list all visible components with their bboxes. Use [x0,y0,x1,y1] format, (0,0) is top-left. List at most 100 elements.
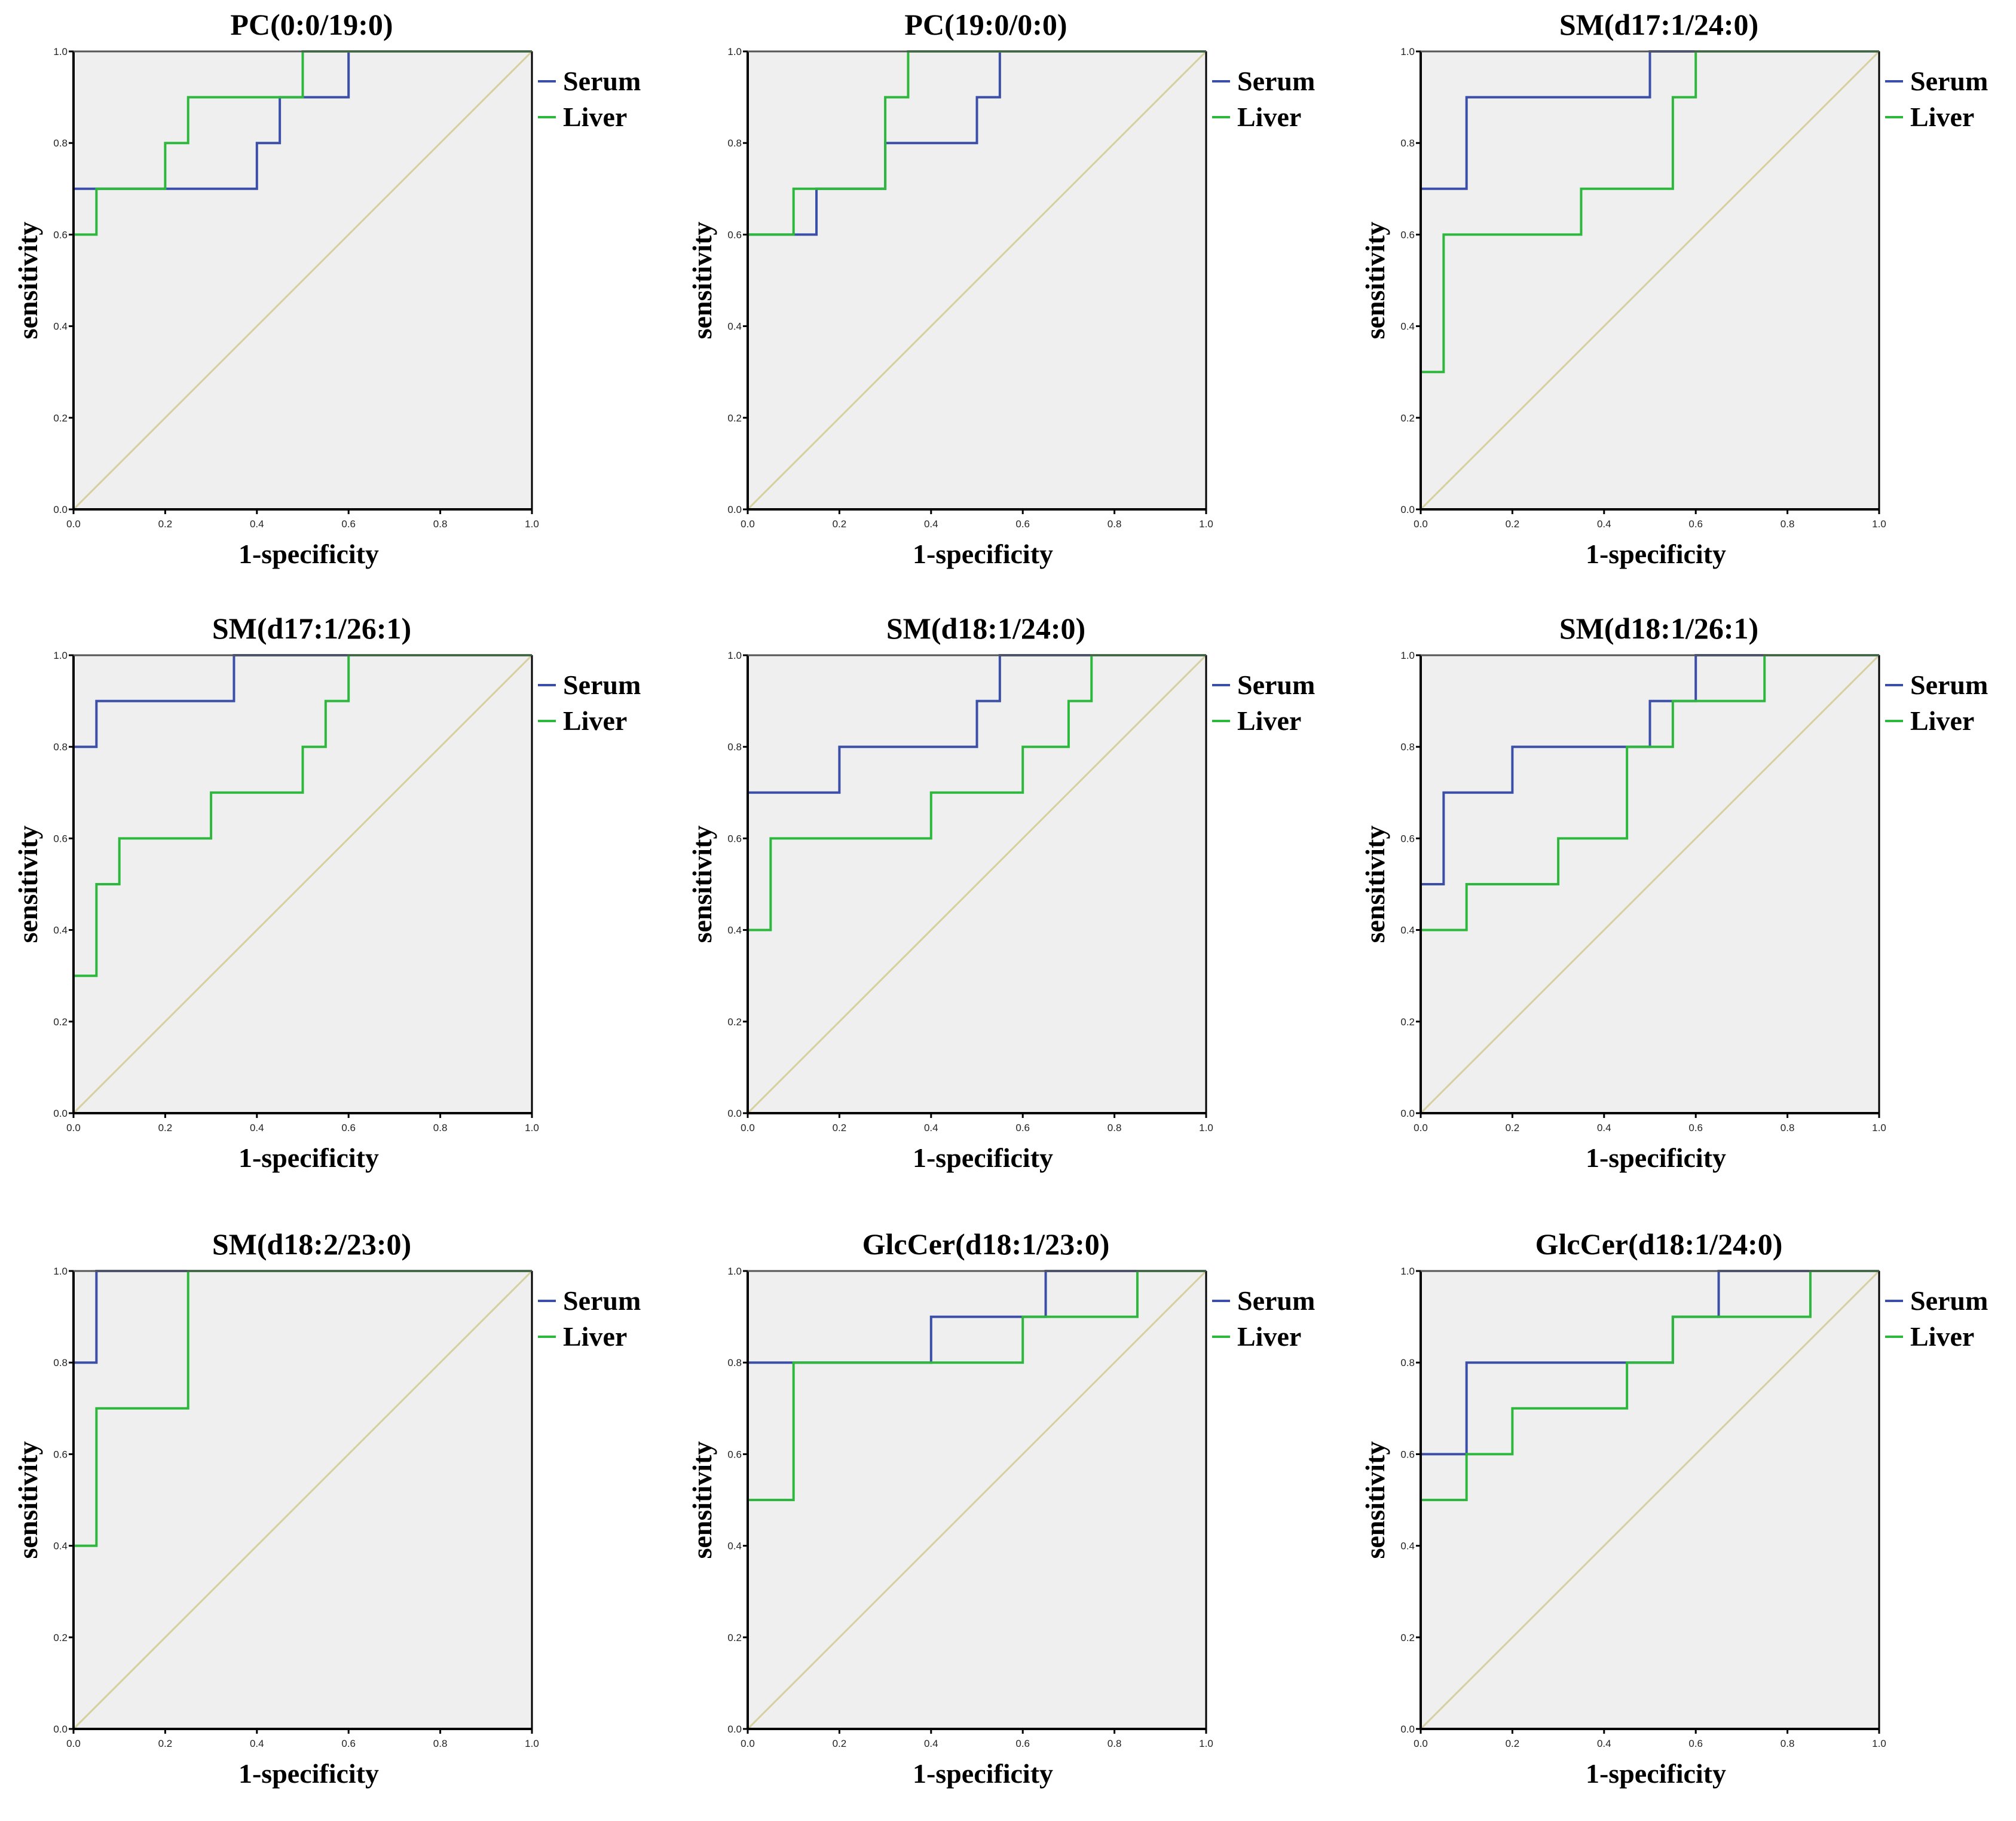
x-tick-label: 0.6 [1015,1122,1030,1133]
x-axis-label: 1-specificity [913,539,1053,569]
y-tick-label: 0.0 [727,1108,742,1119]
roc-panel: 0.0 0.2 0.4 0.6 0.8 1.0 0.0 0.2 0.4 0.6 0.8 1.0 SM(d… [1347,0,2016,601]
chart-title: GlcCer(d18:1/24:0) [1535,1227,1783,1261]
x-axis-label: 1-specificity [1586,539,1726,569]
y-tick-label: 0.4 [1400,1541,1415,1552]
roc-chart: 0.0 0.2 0.4 0.6 0.8 1.0 0.0 0.2 0.4 0.6 0.8 1.0 GlcC… [687,1227,1315,1789]
x-tick-label: 0.2 [158,518,173,530]
roc-chart: 0.0 0.2 0.4 0.6 0.8 1.0 0.0 0.2 0.4 0.6 0.8 1.0 PC(0… [13,8,641,569]
x-tick-label: 0.0 [741,1122,755,1133]
chart-title: PC(19:0/0:0) [904,8,1067,41]
y-tick-label: 0.0 [1400,1724,1415,1735]
legend-label-serum: Serum [1910,670,1988,700]
y-tick-label: 0.8 [1400,1357,1415,1368]
y-tick-label: 1.0 [53,650,68,661]
roc-panel: 0.0 0.2 0.4 0.6 0.8 1.0 0.0 0.2 0.4 0.6 0.8 1.0 SM(d… [0,1220,672,1821]
roc-chart: 0.0 0.2 0.4 0.6 0.8 1.0 0.0 0.2 0.4 0.6 0.8 1.0 SM(d… [13,1227,641,1789]
y-tick-label: 0.8 [727,138,742,149]
y-tick-label: 0.8 [727,741,742,753]
x-tick-label: 0.8 [1781,1122,1795,1133]
x-tick-label: 1.0 [525,1738,539,1749]
x-tick-label: 0.8 [1781,1738,1795,1749]
x-tick-label: 0.4 [250,518,264,530]
legend-label-serum: Serum [1237,670,1315,700]
y-tick-label: 0.6 [727,833,742,844]
x-tick-label: 0.6 [341,1122,356,1133]
y-tick-label: 0.2 [727,1016,742,1028]
x-tick-label: 0.2 [1506,1738,1520,1749]
roc-chart: 0.0 0.2 0.4 0.6 0.8 1.0 0.0 0.2 0.4 0.6 0.8 1.0 GlcC… [1360,1227,1988,1789]
y-tick-label: 0.6 [53,833,68,844]
x-tick-label: 0.2 [833,518,847,530]
legend-label-liver: Liver [563,705,627,736]
chart-title: GlcCer(d18:1/23:0) [862,1227,1110,1261]
x-tick-label: 1.0 [1872,1122,1886,1133]
y-tick-label: 0.8 [1400,138,1415,149]
x-tick-label: 0.4 [924,1122,938,1133]
y-tick-label: 0.2 [1400,1632,1415,1643]
legend-label-liver: Liver [1910,1321,1974,1352]
y-tick-label: 0.2 [1400,1016,1415,1028]
reference-diagonal [72,50,533,511]
y-tick-label: 1.0 [1400,650,1415,661]
roc-curve-liver [747,50,1206,509]
x-tick-label: 0.8 [1108,1738,1122,1749]
roc-chart: 0.0 0.2 0.4 0.6 0.8 1.0 0.0 0.2 0.4 0.6 0.8 1.0 PC(1… [687,8,1315,569]
x-tick-label: 0.4 [250,1738,264,1749]
x-tick-label: 0.8 [1781,518,1795,530]
y-tick-label: 1.0 [727,1266,742,1277]
x-tick-label: 0.2 [833,1122,847,1133]
chart-title: PC(0:0/19:0) [230,8,393,41]
x-tick-label: 0.2 [158,1122,173,1133]
x-tick-label: 0.0 [66,1122,81,1133]
y-tick-label: 0.8 [1400,741,1415,753]
y-tick-label: 0.4 [53,321,68,332]
x-tick-label: 1.0 [1199,518,1213,530]
y-axis-label: sensitivity [13,1441,43,1559]
y-axis-label: sensitivity [1360,222,1390,340]
y-tick-label: 0.6 [53,229,68,240]
x-tick-label: 0.0 [741,1738,755,1749]
y-tick-label: 0.6 [727,1449,742,1460]
reference-diagonal [747,50,1207,511]
x-tick-label: 0.4 [924,518,938,530]
y-tick-label: 0.0 [727,1724,742,1735]
x-tick-label: 1.0 [1199,1122,1213,1133]
y-axis-label: sensitivity [687,222,717,340]
roc-curve-liver [747,1270,1206,1729]
x-tick-label: 0.0 [1414,1122,1428,1133]
roc-curve-serum [1420,654,1879,1113]
y-tick-label: 0.4 [53,1541,68,1552]
roc-panel: 0.0 0.2 0.4 0.6 0.8 1.0 0.0 0.2 0.4 0.6 0.8 1.0 SM(d… [0,604,672,1205]
y-tick-label: 1.0 [727,46,742,57]
x-tick-label: 0.2 [1506,1122,1520,1133]
y-tick-label: 1.0 [53,46,68,57]
y-tick-label: 0.4 [727,321,742,332]
legend-label-liver: Liver [1910,705,1974,736]
y-tick-label: 0.4 [53,925,68,936]
y-tick-label: 0.0 [53,504,68,515]
y-tick-label: 0.6 [1400,229,1415,240]
x-tick-label: 0.6 [1688,518,1703,530]
x-tick-label: 0.4 [1597,1122,1611,1133]
y-tick-label: 1.0 [727,650,742,661]
reference-diagonal [1420,1270,1880,1730]
y-tick-label: 0.4 [1400,321,1415,332]
y-tick-label: 0.0 [53,1724,68,1735]
legend-label-serum: Serum [1910,1285,1988,1316]
legend-label-serum: Serum [563,66,641,96]
y-tick-label: 0.8 [53,138,68,149]
legend-label-serum: Serum [1237,1285,1315,1316]
y-tick-label: 1.0 [1400,46,1415,57]
y-axis-label: sensitivity [687,826,717,943]
x-tick-label: 0.8 [1108,1122,1122,1133]
x-tick-label: 0.4 [924,1738,938,1749]
chart-title: SM(d18:2/23:0) [212,1227,411,1261]
y-tick-label: 0.8 [727,1357,742,1368]
x-tick-label: 0.4 [1597,518,1611,530]
x-tick-label: 0.8 [433,518,448,530]
y-tick-label: 0.6 [1400,833,1415,844]
legend-label-serum: Serum [563,1285,641,1316]
x-tick-label: 1.0 [1872,518,1886,530]
x-tick-label: 1.0 [1872,1738,1886,1749]
